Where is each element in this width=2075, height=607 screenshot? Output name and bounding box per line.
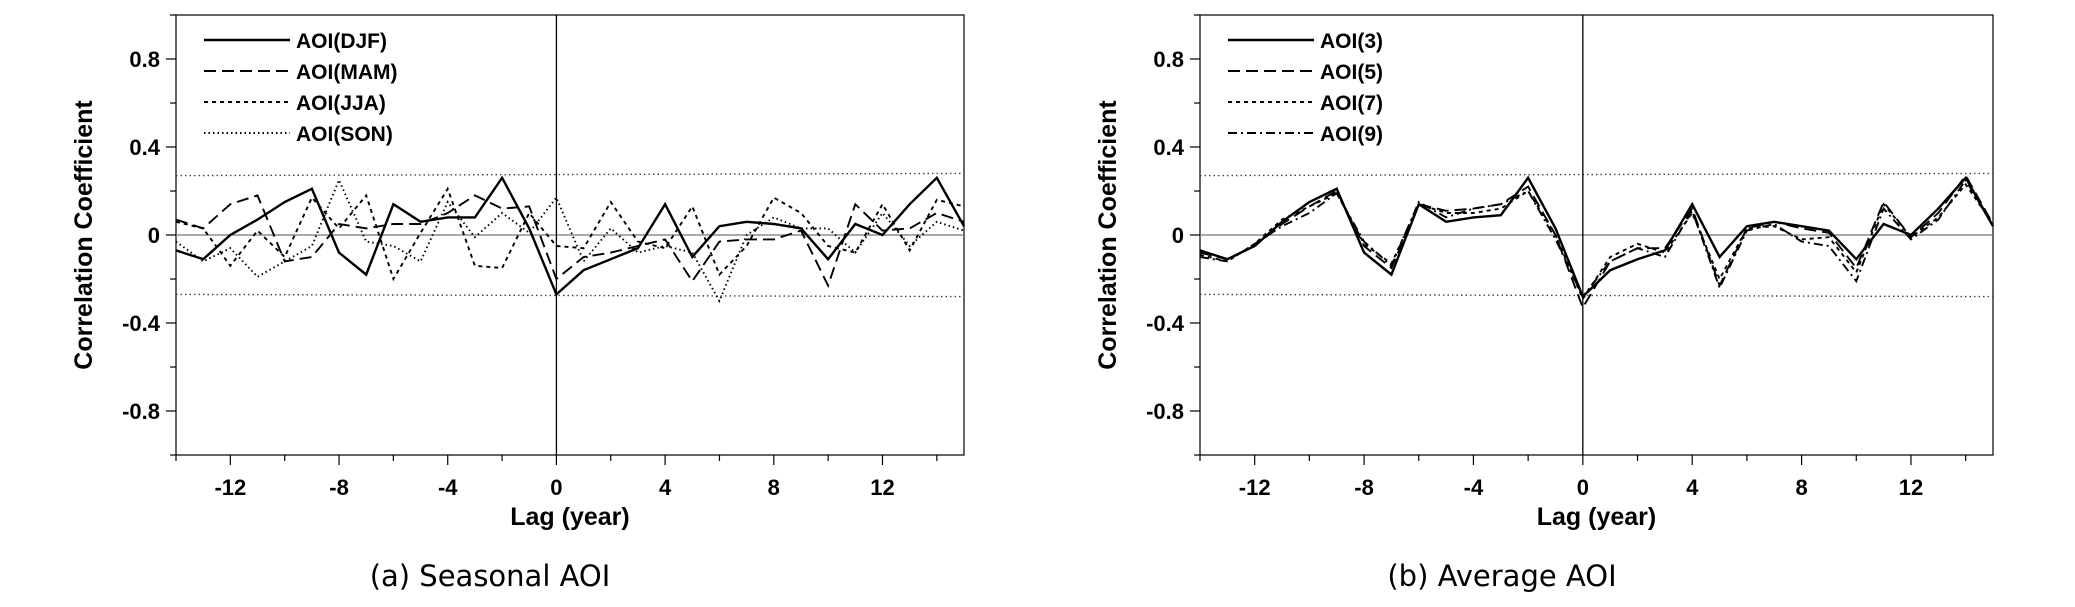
x-tick-label: -8 — [329, 475, 349, 500]
significance-line-upper — [175, 172, 965, 177]
zero-lines — [1200, 15, 1993, 455]
significance-lines — [1199, 172, 1994, 298]
legend-label: AOI(7) — [1320, 92, 1383, 115]
legend-label: AOI(MAM) — [296, 61, 397, 84]
significance-line-lower — [1199, 293, 1994, 298]
x-axis-ticks: -12 -8 -4 0 4 8 12 — [175, 455, 938, 500]
y-axis-title: Correlation Coefficient — [70, 100, 98, 370]
y-tick-label: -0.8 — [122, 399, 160, 424]
legend-label: AOI(3) — [1320, 30, 1383, 53]
x-tick-label: 12 — [870, 475, 894, 500]
series-line-aoi-djf — [175, 175, 966, 297]
x-tick-label: -8 — [1354, 475, 1374, 500]
x-tick-label: 4 — [659, 475, 672, 500]
y-tick-label: 0.4 — [1153, 135, 1184, 160]
series-line-aoi-mam — [175, 194, 965, 289]
series-line-aoi-5 — [1199, 173, 1994, 310]
panel-caption: (a) Seasonal AOI — [370, 559, 611, 593]
x-tick-label: -12 — [214, 475, 246, 500]
significance-line-lower — [175, 293, 965, 298]
series-lines — [175, 175, 966, 304]
series-line-aoi-9 — [1199, 178, 1994, 299]
zero-lines — [176, 15, 964, 455]
significance-lines — [175, 172, 965, 298]
legend: AOI(DJF) AOI(MAM) AOI(JJA) AOI(SON) — [204, 30, 397, 146]
y-tick-label: -0.4 — [122, 311, 161, 336]
x-tick-label: 0 — [1577, 475, 1589, 500]
legend-label: AOI(5) — [1320, 61, 1383, 84]
x-axis-title: Lag (year) — [1537, 503, 1656, 531]
y-axis-title: Correlation Coefficient — [1094, 100, 1122, 370]
series-line-aoi-son — [175, 177, 965, 304]
x-axis-title: Lag (year) — [510, 503, 629, 531]
x-tick-label: 4 — [1686, 475, 1699, 500]
chart-panel-seasonal: -12 -8 -4 0 4 8 12 0.80.40-0.4-0.8 Lag (year) … — [70, 14, 966, 593]
series-lines — [1199, 173, 1995, 310]
legend-label: AOI(DJF) — [296, 30, 387, 53]
y-tick-label: 0 — [148, 223, 160, 248]
y-tick-label: 0.8 — [129, 47, 160, 72]
x-tick-label: -12 — [1239, 475, 1271, 500]
significance-line-upper — [1199, 172, 1994, 177]
x-tick-label: 8 — [768, 475, 780, 500]
x-axis-ticks: -12 -8 -4 0 4 8 12 — [1199, 455, 1967, 500]
legend-label: AOI(SON) — [296, 123, 393, 146]
legend-label: AOI(JJA) — [296, 92, 386, 115]
x-tick-label: -4 — [1464, 475, 1484, 500]
y-tick-label: 0.4 — [129, 135, 160, 160]
series-line-aoi-jja — [175, 186, 965, 282]
y-tick-label: 0.8 — [1153, 47, 1184, 72]
legend: AOI(3) AOI(5) AOI(7) AOI(9) — [1228, 30, 1383, 146]
y-tick-label: -0.8 — [1146, 399, 1184, 424]
y-tick-label: 0 — [1172, 223, 1184, 248]
x-tick-label: -4 — [438, 475, 458, 500]
x-tick-label: 0 — [550, 475, 562, 500]
y-axis-ticks: 0.8 0.4 0 -0.4 -0.8 — [122, 14, 176, 456]
x-tick-label: 12 — [1899, 475, 1923, 500]
chart-panel-average: -12 -8 -4 0 4 8 12 0.80.40-0.4-0.8 Lag (year) … — [1094, 14, 1995, 593]
x-tick-label: 8 — [1795, 475, 1807, 500]
panel-caption: (b) Average AOI — [1387, 559, 1616, 593]
y-tick-label: -0.4 — [1146, 311, 1185, 336]
y-axis-ticks: 0.8 0.4 0 -0.4 -0.8 — [1146, 14, 1200, 456]
legend-label: AOI(9) — [1320, 123, 1383, 146]
